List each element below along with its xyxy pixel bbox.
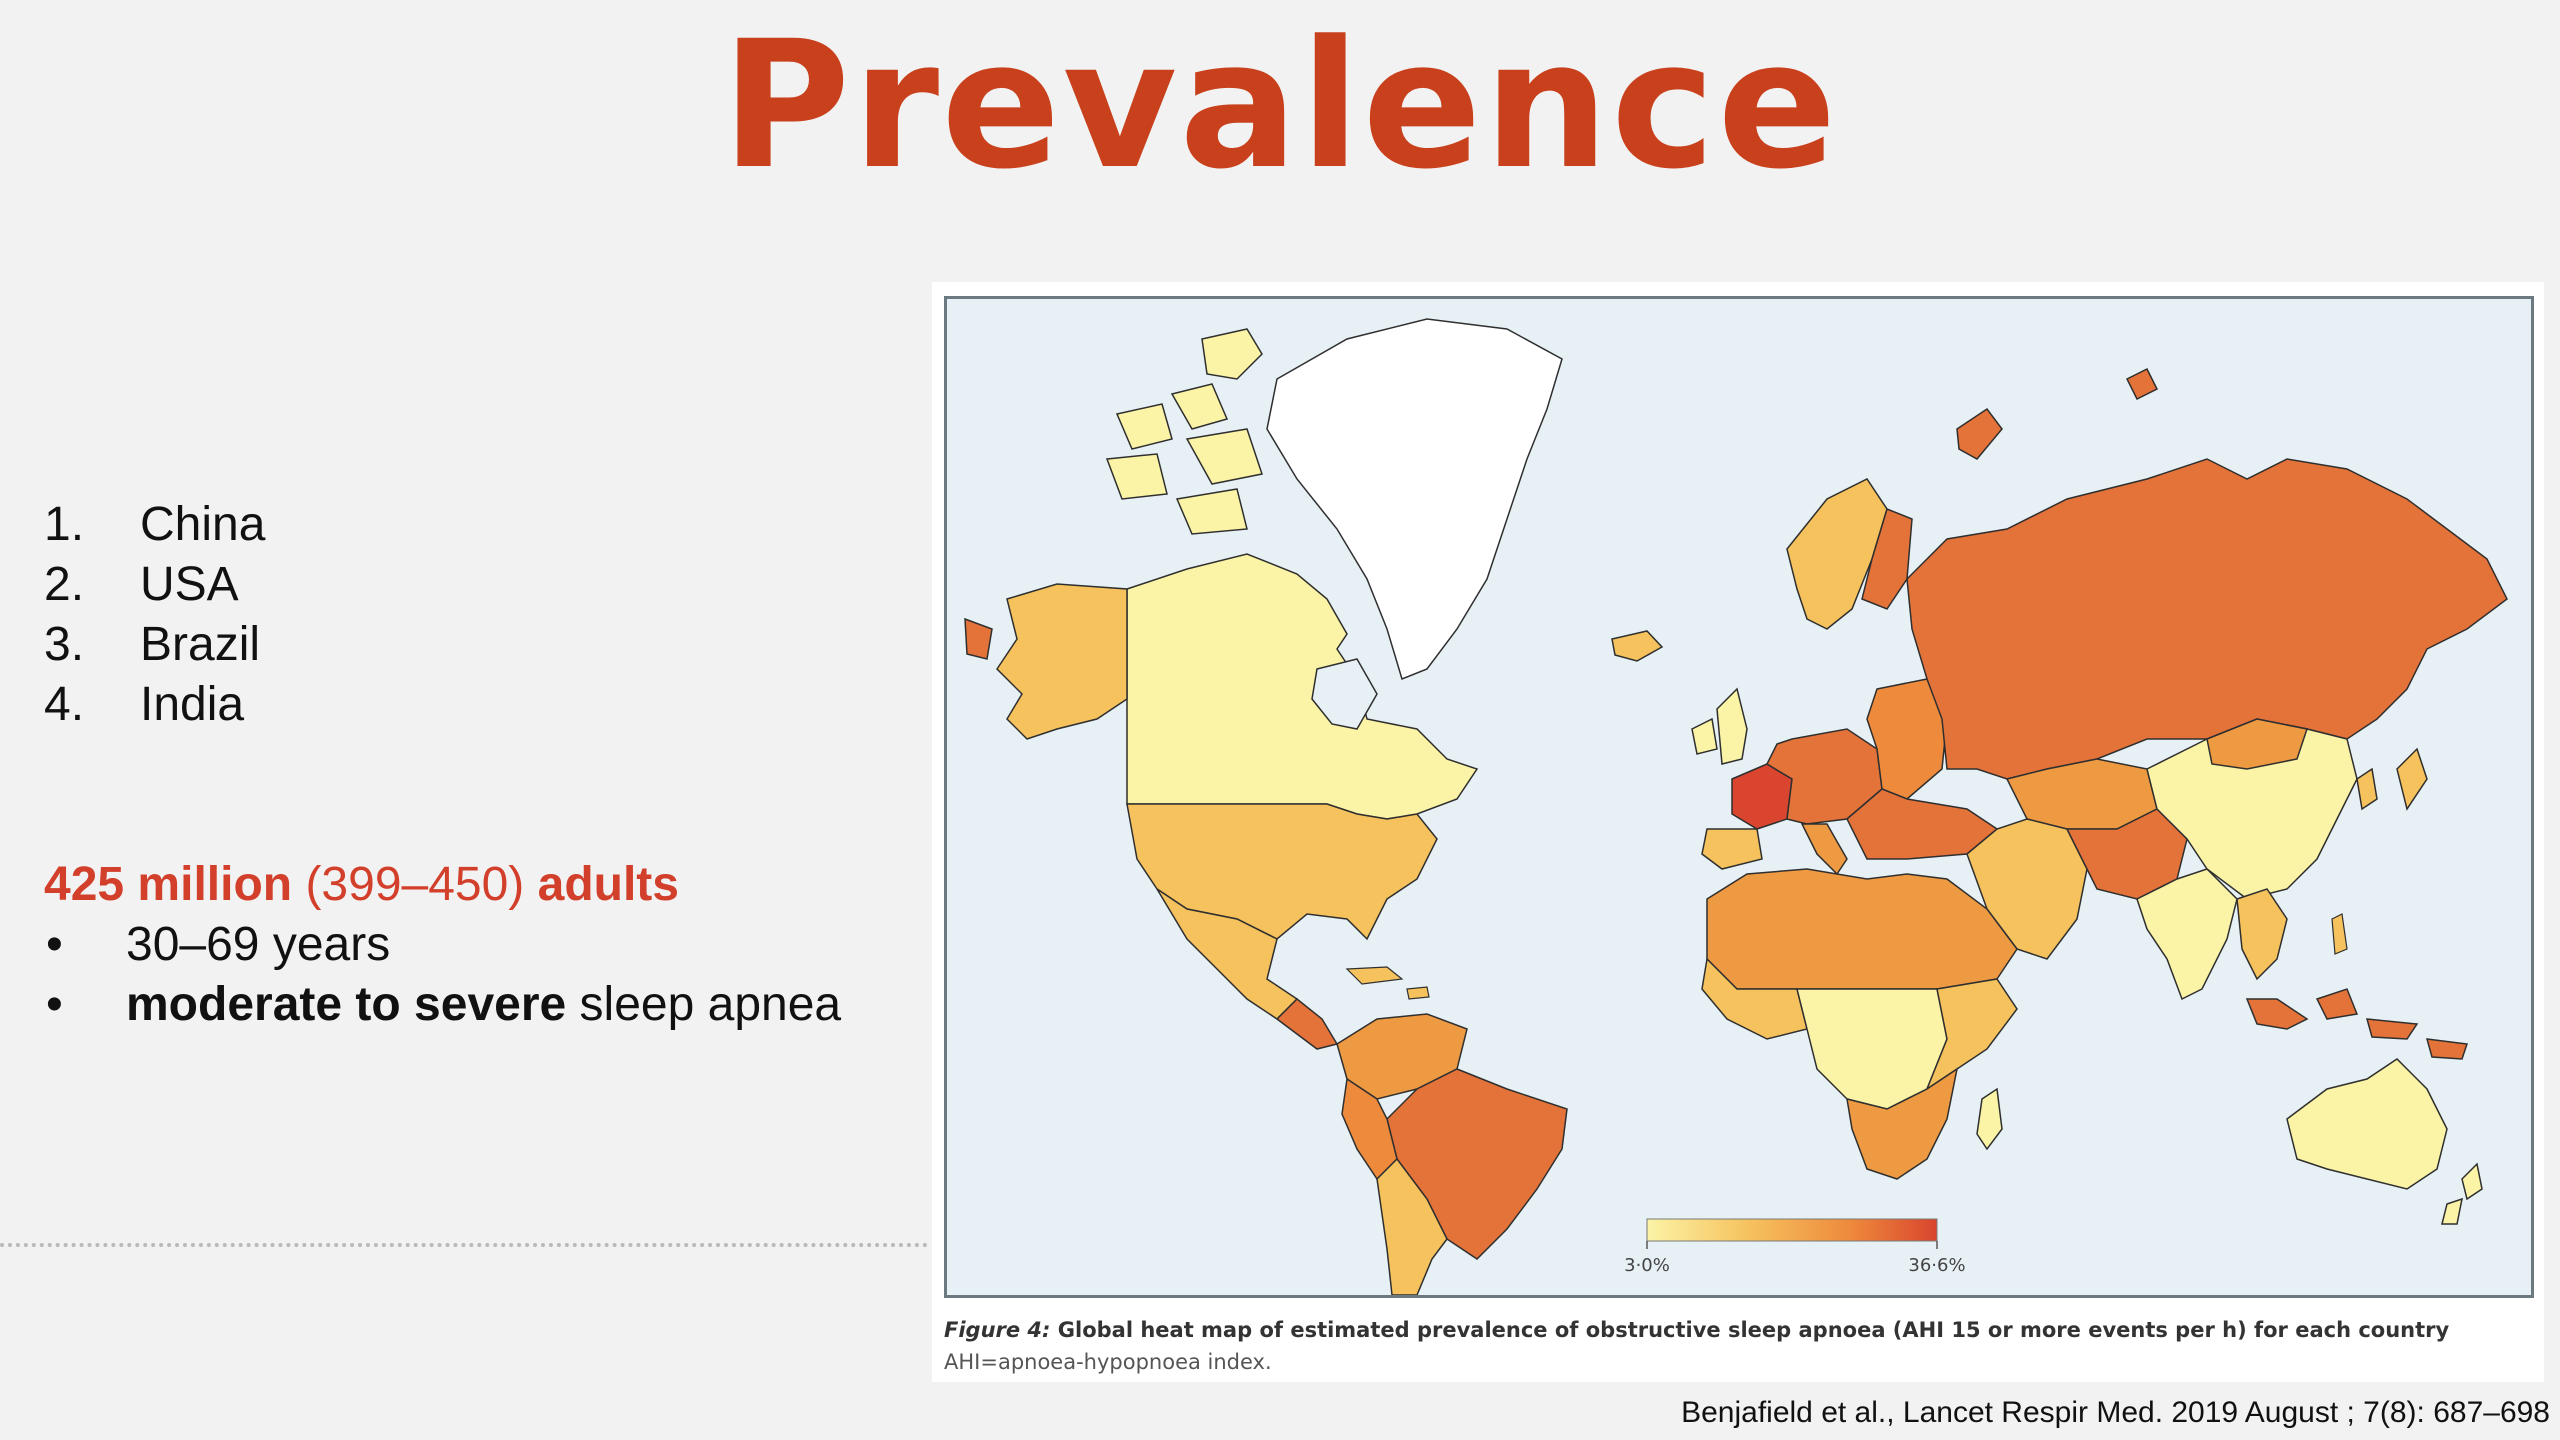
country-ireland (1691, 717, 1718, 755)
list-item: 4. India (44, 675, 265, 735)
list-item: • 30–69 years (44, 915, 841, 975)
caribbean (1345, 966, 1430, 1000)
canadian-arctic-islands (1105, 328, 1263, 535)
country-norway-sweden (1786, 478, 1888, 630)
central-america (1275, 997, 1339, 1050)
list-item: • moderate to severe sleep apnea (44, 975, 841, 1035)
philippines (2331, 913, 2348, 955)
country-papua-new-guinea (2425, 1038, 2469, 1060)
southern-africa (1846, 1067, 1959, 1180)
citation: Benjafield et al., Lancet Respir Med. 20… (1681, 1396, 2550, 1429)
west-africa (1701, 957, 1808, 1040)
caption-text: Global heat map of estimated prevalence … (1050, 1318, 2450, 1342)
country-usa-alaska (996, 583, 1128, 740)
world-heat-map: 3·0% 36·6% (944, 296, 2534, 1298)
hudson-bay (1311, 658, 1378, 730)
list-label: USA (140, 558, 239, 611)
list-item: 3. Brazil (44, 615, 265, 675)
list-item: 2. USA (44, 555, 265, 615)
prevalence-stat: 425 million (399–450) adults (44, 855, 841, 915)
stat-range: (399–450) (305, 858, 525, 911)
country-italy (1800, 823, 1848, 876)
dotted-divider (0, 1243, 928, 1247)
figure-caption: Figure 4: Global heat map of estimated p… (944, 1314, 2534, 1378)
indonesia-malaysia (2245, 988, 2419, 1040)
country-uk (1716, 687, 1748, 765)
country-australia (2286, 1058, 2448, 1190)
world-map-svg: 3·0% 36·6% (947, 299, 2531, 1295)
figure-panel: 3·0% 36·6% Figure 4: Global heat map of … (932, 282, 2544, 1382)
country-iceland (1611, 630, 1664, 662)
list-label: China (140, 498, 266, 551)
list-number: 2. (44, 558, 85, 611)
bullet-icon: • (46, 978, 63, 1031)
stat-bullets: • 30–69 years • moderate to severe sleep… (44, 915, 841, 1035)
bullet-text: 30–69 years (126, 918, 391, 971)
list-number: 1. (44, 498, 85, 551)
country-korea-japan (2356, 747, 2428, 811)
bullet-bold-text: moderate to severe (126, 978, 567, 1031)
caption-note: AHI=apnoea-hypopnoea index. (944, 1350, 1272, 1374)
country-new-zealand (2441, 1162, 2483, 1225)
greenland (1266, 318, 1563, 681)
country-russia-arctic-island (1956, 367, 2159, 460)
list-label: Brazil (140, 618, 261, 671)
country-india (2136, 868, 2238, 1001)
stat-count: 425 million (44, 858, 293, 911)
slide-title: Prevalence (721, 3, 1839, 208)
stat-unit: adults (537, 858, 679, 911)
legend-gradient-bar (1646, 1218, 1938, 1242)
country-argentina-chile (1376, 1157, 1448, 1295)
bullet-text: sleep apnea (566, 978, 842, 1031)
list-number: 3. (44, 618, 85, 671)
country-russia-far-east (964, 617, 993, 660)
southeast-asia (2236, 888, 2288, 981)
country-madagascar (1976, 1087, 2003, 1151)
country-russia (1906, 458, 2508, 780)
country-mongolia (2206, 718, 2308, 770)
country-rank-list: 1. China 2. USA 3. Brazil 4. India (44, 495, 265, 735)
legend-min-label: 3·0% (1624, 1255, 1670, 1276)
caption-label: Figure 4: (944, 1318, 1051, 1342)
list-label: India (140, 678, 245, 731)
legend-max-label: 36·6% (1908, 1255, 1965, 1276)
country-spain (1701, 828, 1763, 870)
list-item: 1. China (44, 495, 265, 555)
east-africa (1925, 978, 2018, 1091)
list-number: 4. (44, 678, 85, 731)
bullet-icon: • (46, 918, 63, 971)
prevalence-stat-block: 425 million (399–450) adults • 30–69 yea… (44, 855, 841, 1035)
